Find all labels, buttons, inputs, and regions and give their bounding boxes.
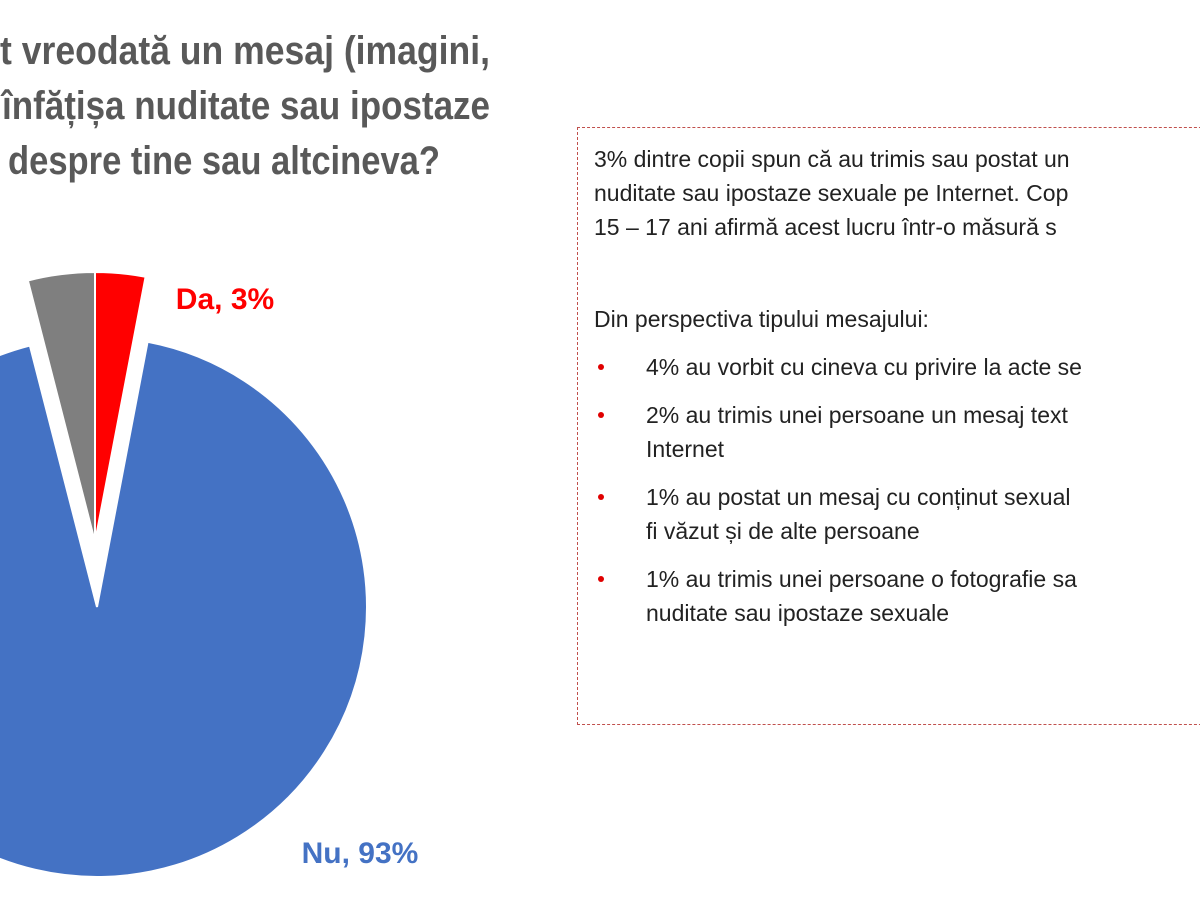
- bullet-line: 1% au postat un mesaj cu conținut sexual: [646, 484, 1071, 510]
- text-box: 3% dintre copii spun că au trimis sau po…: [577, 127, 1200, 725]
- bullet-line: nuditate sau ipostaze sexuale: [646, 600, 950, 626]
- chart-title: înfățișa nuditate sau ipostaze: [0, 84, 490, 128]
- bullet-item: 4% au vorbit cu cineva cu privire la act…: [594, 350, 1200, 384]
- slice-label: Da, 3%: [176, 283, 274, 316]
- bullet-line: 1% au trimis unei persoane o fotografie …: [646, 566, 1077, 592]
- chart-title: despre tine sau altcineva?: [8, 139, 440, 183]
- bullet-item: 1% au trimis unei persoane o fotografie …: [594, 562, 1200, 630]
- pie-slice: [0, 340, 368, 878]
- bullet-item: 2% au trimis unei persoane un mesaj text…: [594, 398, 1200, 466]
- paragraph-line: 3% dintre copii spun că au trimis sau po…: [594, 146, 1070, 172]
- bullet-line: 2% au trimis unei persoane un mesaj text: [646, 402, 1068, 428]
- chart-title: t vreodată un mesaj (imagini,: [0, 29, 490, 73]
- bullet-line: 4% au vorbit cu cineva cu privire la act…: [646, 354, 1082, 380]
- spacer: [594, 244, 1200, 302]
- paragraph-line: 15 – 17 ani afirmă acest lucru într-o mă…: [594, 214, 1057, 240]
- slice-label: Nu, 93%: [302, 837, 419, 870]
- paragraph-line: nuditate sau ipostaze sexuale pe Interne…: [594, 180, 1069, 206]
- chart: t vreodată un mesaj (imagini, înfățișa nu…: [0, 29, 490, 878]
- bullet-line: fi văzut și de alte persoane: [646, 518, 920, 544]
- heading: Din perspectiva tipului mesajului:: [594, 306, 929, 332]
- bullet-line: Internet: [646, 436, 724, 462]
- pie-slice: [26, 270, 96, 543]
- bullet-item: 1% au postat un mesaj cu conținut sexual…: [594, 480, 1200, 548]
